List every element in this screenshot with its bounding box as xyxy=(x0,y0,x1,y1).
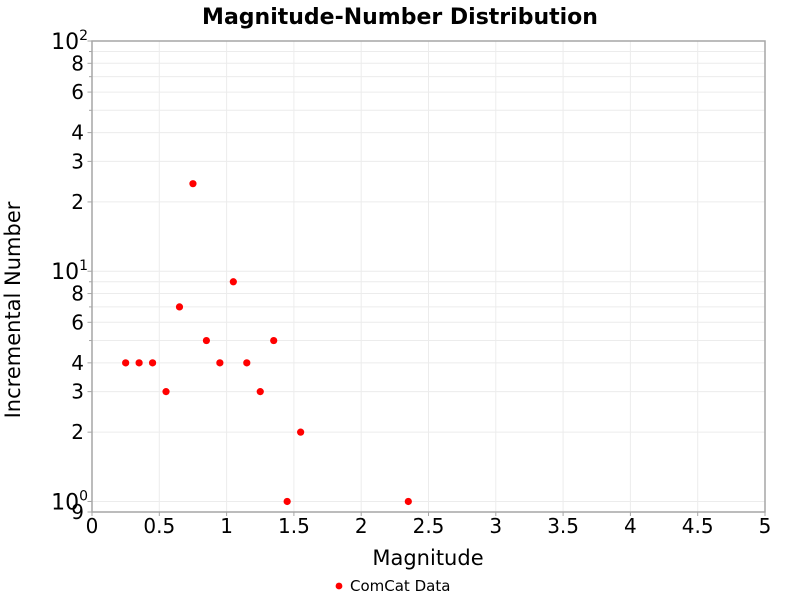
legend-marker-icon xyxy=(335,582,343,590)
data-point xyxy=(243,359,251,367)
y-tick-label: 4 xyxy=(71,351,84,375)
y-tick-label: 2 xyxy=(71,190,84,214)
x-tick-label: 0.5 xyxy=(143,514,175,538)
y-tick-label: 8 xyxy=(71,282,84,306)
y-axis-label: Incremental Number xyxy=(1,201,25,418)
data-point xyxy=(162,388,170,396)
x-tick-label: 4 xyxy=(624,514,637,538)
data-point xyxy=(175,303,184,311)
data-point xyxy=(148,359,157,367)
x-tick-label: 2.5 xyxy=(413,514,445,538)
data-point xyxy=(256,388,264,396)
data-point xyxy=(122,359,130,367)
x-tick-label: 5 xyxy=(759,514,772,538)
y-tick-label: 2 xyxy=(71,420,84,444)
data-point xyxy=(283,497,291,506)
y-tick-label-major: 100 xyxy=(51,488,88,515)
y-tick-label: 6 xyxy=(71,310,84,334)
y-tick-label: 3 xyxy=(71,149,84,173)
x-tick-label: 3 xyxy=(489,514,502,538)
axis-ticks xyxy=(87,40,766,516)
data-point xyxy=(202,336,211,345)
y-tick-label: 6 xyxy=(71,80,84,104)
legend: ComCat Data xyxy=(335,577,450,595)
x-tick-label: 0 xyxy=(86,514,99,538)
y-tick-labels: 102 101 100 8 6 4 3 2 8 6 4 3 2 9 xyxy=(51,28,88,524)
data-point xyxy=(270,336,278,345)
y-tick-label-major: 101 xyxy=(51,258,88,285)
x-tick-labels: 0 0.5 1 1.5 2 2.5 3 3.5 4 4.5 5 xyxy=(86,514,772,538)
x-axis-label: Magnitude xyxy=(372,546,483,570)
data-point xyxy=(216,359,224,367)
legend-label: ComCat Data xyxy=(350,577,450,595)
y-tick-label: 8 xyxy=(71,51,84,75)
data-point xyxy=(297,428,305,436)
data-point xyxy=(135,359,143,367)
y-tick-label-major: 102 xyxy=(51,28,88,55)
x-tick-label: 1 xyxy=(220,514,233,538)
y-tick-label: 4 xyxy=(71,121,84,145)
x-tick-label: 1.5 xyxy=(278,514,310,538)
y-tick-label: 3 xyxy=(71,380,84,404)
x-tick-label: 4.5 xyxy=(682,514,714,538)
data-points xyxy=(122,180,412,506)
data-point xyxy=(189,180,197,188)
chart-title: Magnitude-Number Distribution xyxy=(202,5,598,30)
x-tick-label: 2 xyxy=(355,514,368,538)
gridlines xyxy=(92,41,765,512)
data-point xyxy=(404,497,412,506)
x-tick-label: 3.5 xyxy=(547,514,579,538)
y-tick-label: 9 xyxy=(71,500,84,524)
data-point xyxy=(229,278,237,286)
